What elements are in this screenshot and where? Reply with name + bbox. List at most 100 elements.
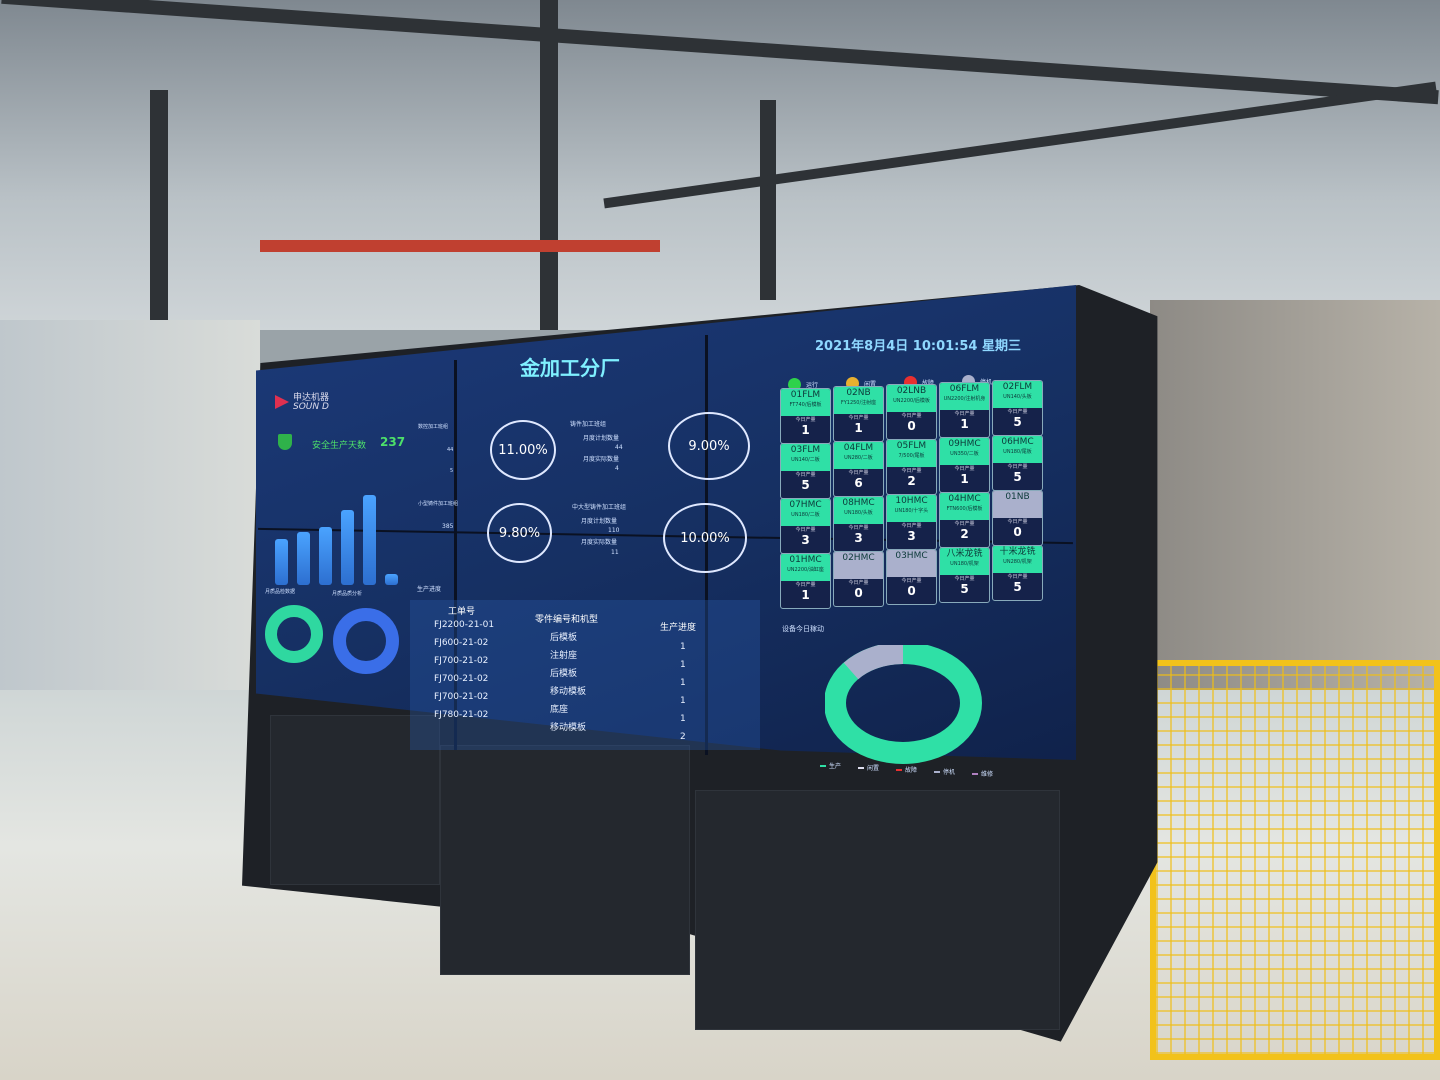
machine-id: 01FLM <box>790 390 821 400</box>
legend-label: 运行 <box>806 382 819 389</box>
legend-label: 停机 <box>943 769 956 776</box>
machine-tile[interactable]: 09HMC UN350/二板 今日产量 1 <box>939 437 990 493</box>
machine-id: 05FLM <box>896 441 927 451</box>
today-output-value: 0 <box>907 584 916 598</box>
machine-id: 02LNB <box>896 386 927 396</box>
today-output-label: 今日产量 <box>848 415 869 421</box>
bar <box>319 526 332 585</box>
today-output-label: 今日产量 <box>901 468 922 474</box>
cabinet-door[interactable] <box>270 715 440 885</box>
today-output-value: 5 <box>1013 580 1022 594</box>
donut-left-title: 月质品检数据 <box>265 589 296 595</box>
machine-tile[interactable]: 03HMC 今日产量 0 <box>886 549 937 605</box>
machine-tile[interactable]: 04HMC FTN600/后模板 今日产量 2 <box>939 492 990 548</box>
cabinet-door[interactable] <box>695 790 1060 1030</box>
machine-model: FTN600/后模板 <box>946 506 983 512</box>
machine-tile[interactable]: 04FLM UN280/二板 今日产量 6 <box>833 441 884 497</box>
machine-id: 十米龙铣 <box>999 547 1036 557</box>
today-output-value: 6 <box>854 476 863 490</box>
logo-cn: 申达机器 <box>293 393 330 403</box>
table-cell: 1 <box>680 714 686 724</box>
machine-id: 07HMC <box>789 500 822 510</box>
status-dot-icon <box>788 378 801 391</box>
machine-model: UN280/二板 <box>844 455 873 461</box>
machine-id: 06HMC <box>1001 437 1034 447</box>
machine-tile[interactable]: 08HMC UN180/头板 今日产量 3 <box>833 496 884 552</box>
bar <box>275 539 288 585</box>
today-output-value: 1 <box>801 423 810 437</box>
progress-title: 生产进度 <box>417 586 442 593</box>
machine-tile[interactable]: 01NB 今日产量 0 <box>992 490 1043 546</box>
table-cell: FJ780-21-02 <box>434 710 489 720</box>
table-header: 零件编号和机型 <box>535 615 599 625</box>
machine-tile[interactable]: 06FLM UN2200/注射机身 今日产量 1 <box>939 382 990 438</box>
machine-id: 02NB <box>846 388 871 398</box>
today-output-label: 今日产量 <box>954 521 975 527</box>
table-cell: 1 <box>680 696 686 706</box>
today-output-value: 0 <box>1013 525 1022 539</box>
bar <box>341 509 354 585</box>
machine-id: 04HMC <box>948 494 981 504</box>
machine-tile[interactable]: 07HMC UN180/二板 今日产量 3 <box>780 498 831 554</box>
machine-model: UN180/尾板 <box>1003 449 1032 455</box>
machine-id: 06FLM <box>949 384 980 394</box>
machine-tile[interactable]: 03FLM UN140/二板 今日产量 5 <box>780 443 831 499</box>
machine-tile[interactable]: 01HMC UN2200/油缸座 今日产量 1 <box>780 553 831 609</box>
rate-gauge: 11.00% <box>490 420 556 480</box>
donut-right-title: 月质品质分析 <box>332 591 363 597</box>
legend-label: 闲置 <box>864 381 877 388</box>
bar <box>297 532 310 585</box>
legend-swatch <box>896 769 902 771</box>
machine-id: 02FLM <box>1002 382 1033 392</box>
cabinet-door[interactable] <box>440 745 690 975</box>
machine-tile[interactable]: 八米龙铣 UN180/机架 今日产量 5 <box>939 547 990 603</box>
today-output-value: 1 <box>801 588 810 602</box>
legend-label: 故障 <box>905 767 918 774</box>
today-output-label: 今日产量 <box>901 413 922 419</box>
today-output-label: 今日产量 <box>848 580 869 586</box>
legend-label: 闲置 <box>867 765 880 772</box>
machine-tile[interactable]: 01FLM FT740/后模板 今日产量 1 <box>780 388 831 444</box>
machine-id: 08HMC <box>842 498 875 508</box>
machine-tile[interactable]: 05FLM 7/500/尾板 今日产量 2 <box>886 439 937 495</box>
machine-model: UN140/头板 <box>1003 394 1032 400</box>
machine-id: 03FLM <box>790 445 821 455</box>
machine-model: UN280/机架 <box>1003 559 1032 565</box>
machine-tile[interactable]: 02NB FY1250/注射座 今日产量 1 <box>833 386 884 442</box>
datetime: 2021年8月4日 10:01:54 星期三 <box>815 339 1021 354</box>
table-cell: FJ700-21-02 <box>434 692 489 702</box>
machine-tile[interactable]: 10HMC UN180/十字头 今日产量 3 <box>886 494 937 550</box>
machine-tile[interactable]: 02LNB UN2200/后模板 今日产量 0 <box>886 384 937 440</box>
machine-tile[interactable]: 06HMC UN180/尾板 今日产量 5 <box>992 435 1043 491</box>
machine-model: UN2200/后模板 <box>893 398 930 404</box>
today-output-value: 5 <box>801 478 810 492</box>
today-output-label: 今日产量 <box>901 578 922 584</box>
machine-tile[interactable]: 02HMC 今日产量 0 <box>833 551 884 607</box>
machine-tile[interactable]: 十米龙铣 UN280/机架 今日产量 5 <box>992 545 1043 601</box>
machine-model: UN180/头板 <box>844 510 873 516</box>
machine-id: 10HMC <box>895 496 928 506</box>
safety-value: 237 <box>380 435 406 449</box>
today-output-label: 今日产量 <box>954 466 975 472</box>
table-cell: 注射座 <box>550 651 578 661</box>
machine-model: FT740/后模板 <box>789 402 822 408</box>
table-cell: FJ700-21-02 <box>434 656 489 666</box>
today-output-value: 0 <box>854 586 863 600</box>
machine-model: UN180/二板 <box>791 512 820 518</box>
machine-model: UN2200/油缸座 <box>787 567 824 573</box>
legend-label: 维修 <box>981 771 994 778</box>
page-title: 金加工分厂 <box>520 356 620 380</box>
team-name: 中大型铸件加工班组 <box>572 504 627 511</box>
table-cell: FJ600-21-02 <box>434 638 489 648</box>
bar <box>385 573 398 585</box>
machine-model: UN180/十字头 <box>894 508 929 514</box>
today-output-value: 3 <box>801 533 810 547</box>
machine-tile[interactable]: 02FLM UN140/头板 今日产量 5 <box>992 380 1043 436</box>
team-name: 数控加工班组 <box>418 424 449 430</box>
today-output-value: 2 <box>960 527 969 541</box>
rate-gauge: 10.00% <box>663 503 747 573</box>
table-header: 生产进度 <box>660 623 697 633</box>
table-cell: 移动模板 <box>550 687 587 697</box>
safety-label: 安全生产天数 <box>312 441 367 451</box>
donut-chart-left <box>265 605 323 663</box>
